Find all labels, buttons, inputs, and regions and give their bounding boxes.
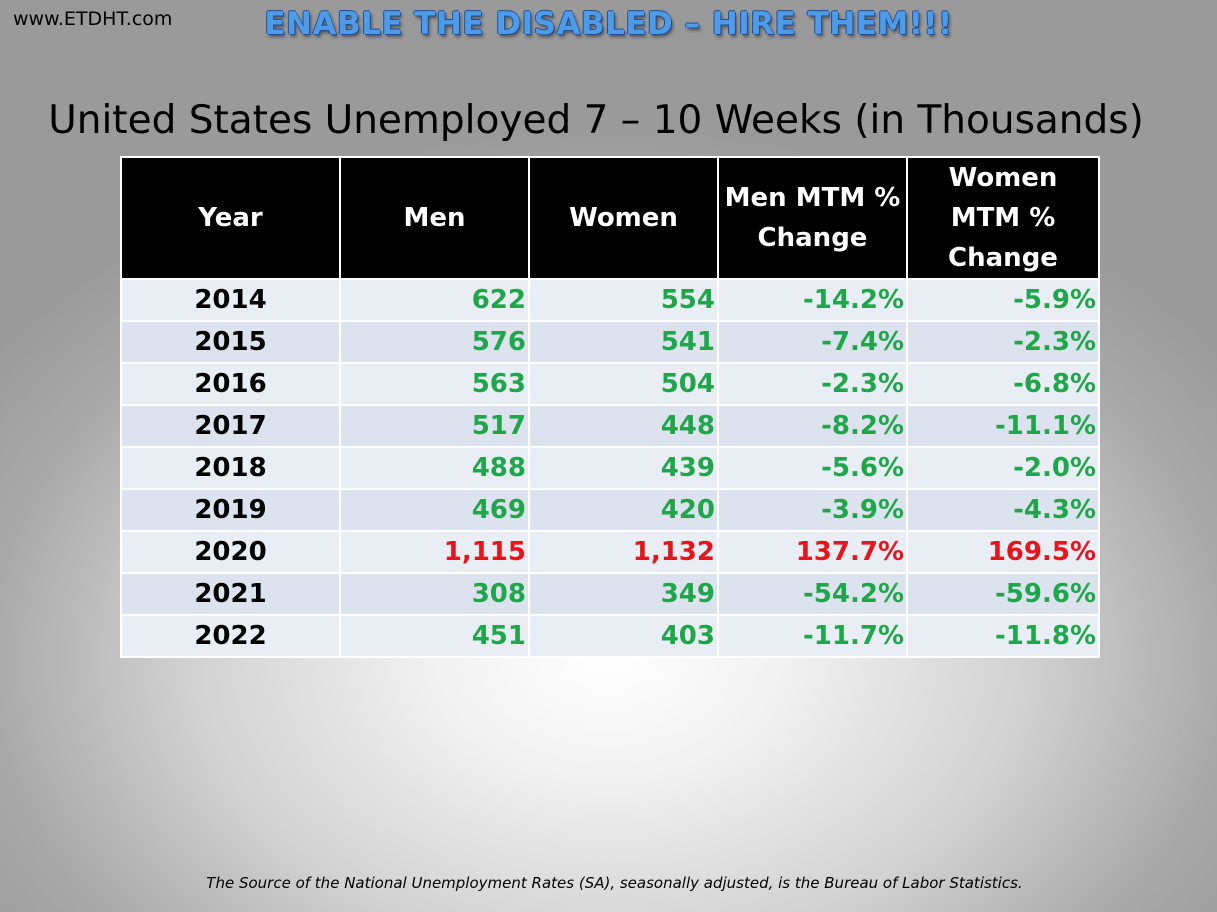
men-cell: 517	[339, 404, 530, 448]
men-cell: 469	[339, 488, 530, 532]
women-change-cell: -59.6%	[906, 572, 1100, 616]
men-change-cell: -3.9%	[717, 488, 908, 532]
year-cell: 2014	[120, 278, 341, 322]
unemployment-table: Year Men Women Men MTM % Change Women MT…	[120, 156, 1100, 658]
men-cell: 576	[339, 320, 530, 364]
men-change-cell: -8.2%	[717, 404, 908, 448]
table-row: 2015 576 541 -7.4% -2.3%	[120, 320, 1100, 364]
men-cell: 1,115	[339, 530, 530, 574]
women-change-cell: -4.3%	[906, 488, 1100, 532]
women-change-cell: -11.1%	[906, 404, 1100, 448]
women-cell: 403	[528, 614, 719, 658]
men-cell: 308	[339, 572, 530, 616]
table-body: 2014 622 554 -14.2% -5.9% 2015 576 541 -7.4% -2.3…	[120, 278, 1100, 658]
table-row: 2017 517 448 -8.2% -11.1%	[120, 404, 1100, 448]
women-change-cell: -11.8%	[906, 614, 1100, 658]
men-change-cell: -54.2%	[717, 572, 908, 616]
table-row: 2021 308 349 -54.2% -59.6%	[120, 572, 1100, 616]
men-change-cell: -11.7%	[717, 614, 908, 658]
men-change-cell: -2.3%	[717, 362, 908, 406]
table-header-row: Year Men Women Men MTM % Change Women MT…	[120, 156, 1100, 280]
table-row: 2014 622 554 -14.2% -5.9%	[120, 278, 1100, 322]
table-row: 2019 469 420 -3.9% -4.3%	[120, 488, 1100, 532]
column-header-men: Men	[339, 156, 530, 280]
men-cell: 563	[339, 362, 530, 406]
table-row: 2016 563 504 -2.3% -6.8%	[120, 362, 1100, 406]
year-cell: 2019	[120, 488, 341, 532]
table-row: 2022 451 403 -11.7% -11.8%	[120, 614, 1100, 658]
women-cell: 554	[528, 278, 719, 322]
year-cell: 2015	[120, 320, 341, 364]
year-cell: 2017	[120, 404, 341, 448]
chart-title: United States Unemployed 7 – 10 Weeks (i…	[48, 98, 1144, 143]
men-change-cell: -5.6%	[717, 446, 908, 490]
men-change-cell: -7.4%	[717, 320, 908, 364]
women-change-cell: -6.8%	[906, 362, 1100, 406]
year-cell: 2016	[120, 362, 341, 406]
column-header-women: Women	[528, 156, 719, 280]
men-change-cell: 137.7%	[717, 530, 908, 574]
men-change-cell: -14.2%	[717, 278, 908, 322]
year-cell: 2021	[120, 572, 341, 616]
column-header-women-change: Women MTM % Change	[906, 156, 1100, 280]
year-cell: 2018	[120, 446, 341, 490]
column-header-men-change: Men MTM % Change	[717, 156, 908, 280]
column-header-year: Year	[120, 156, 341, 280]
women-cell: 448	[528, 404, 719, 448]
site-url: www.ETDHT.com	[13, 8, 173, 30]
year-cell: 2020	[120, 530, 341, 574]
men-cell: 451	[339, 614, 530, 658]
source-note: The Source of the National Unemployment …	[206, 874, 1023, 892]
women-change-cell: -2.0%	[906, 446, 1100, 490]
women-change-cell: -5.9%	[906, 278, 1100, 322]
banner-slogan: ENABLE THE DISABLED – HIRE THEM!!!	[264, 6, 953, 42]
women-cell: 541	[528, 320, 719, 364]
women-change-cell: 169.5%	[906, 530, 1100, 574]
women-cell: 349	[528, 572, 719, 616]
table-row: 2018 488 439 -5.6% -2.0%	[120, 446, 1100, 490]
women-cell: 439	[528, 446, 719, 490]
women-cell: 504	[528, 362, 719, 406]
men-cell: 622	[339, 278, 530, 322]
women-cell: 420	[528, 488, 719, 532]
women-cell: 1,132	[528, 530, 719, 574]
year-cell: 2022	[120, 614, 341, 658]
table-row: 2020 1,115 1,132 137.7% 169.5%	[120, 530, 1100, 574]
men-cell: 488	[339, 446, 530, 490]
women-change-cell: -2.3%	[906, 320, 1100, 364]
